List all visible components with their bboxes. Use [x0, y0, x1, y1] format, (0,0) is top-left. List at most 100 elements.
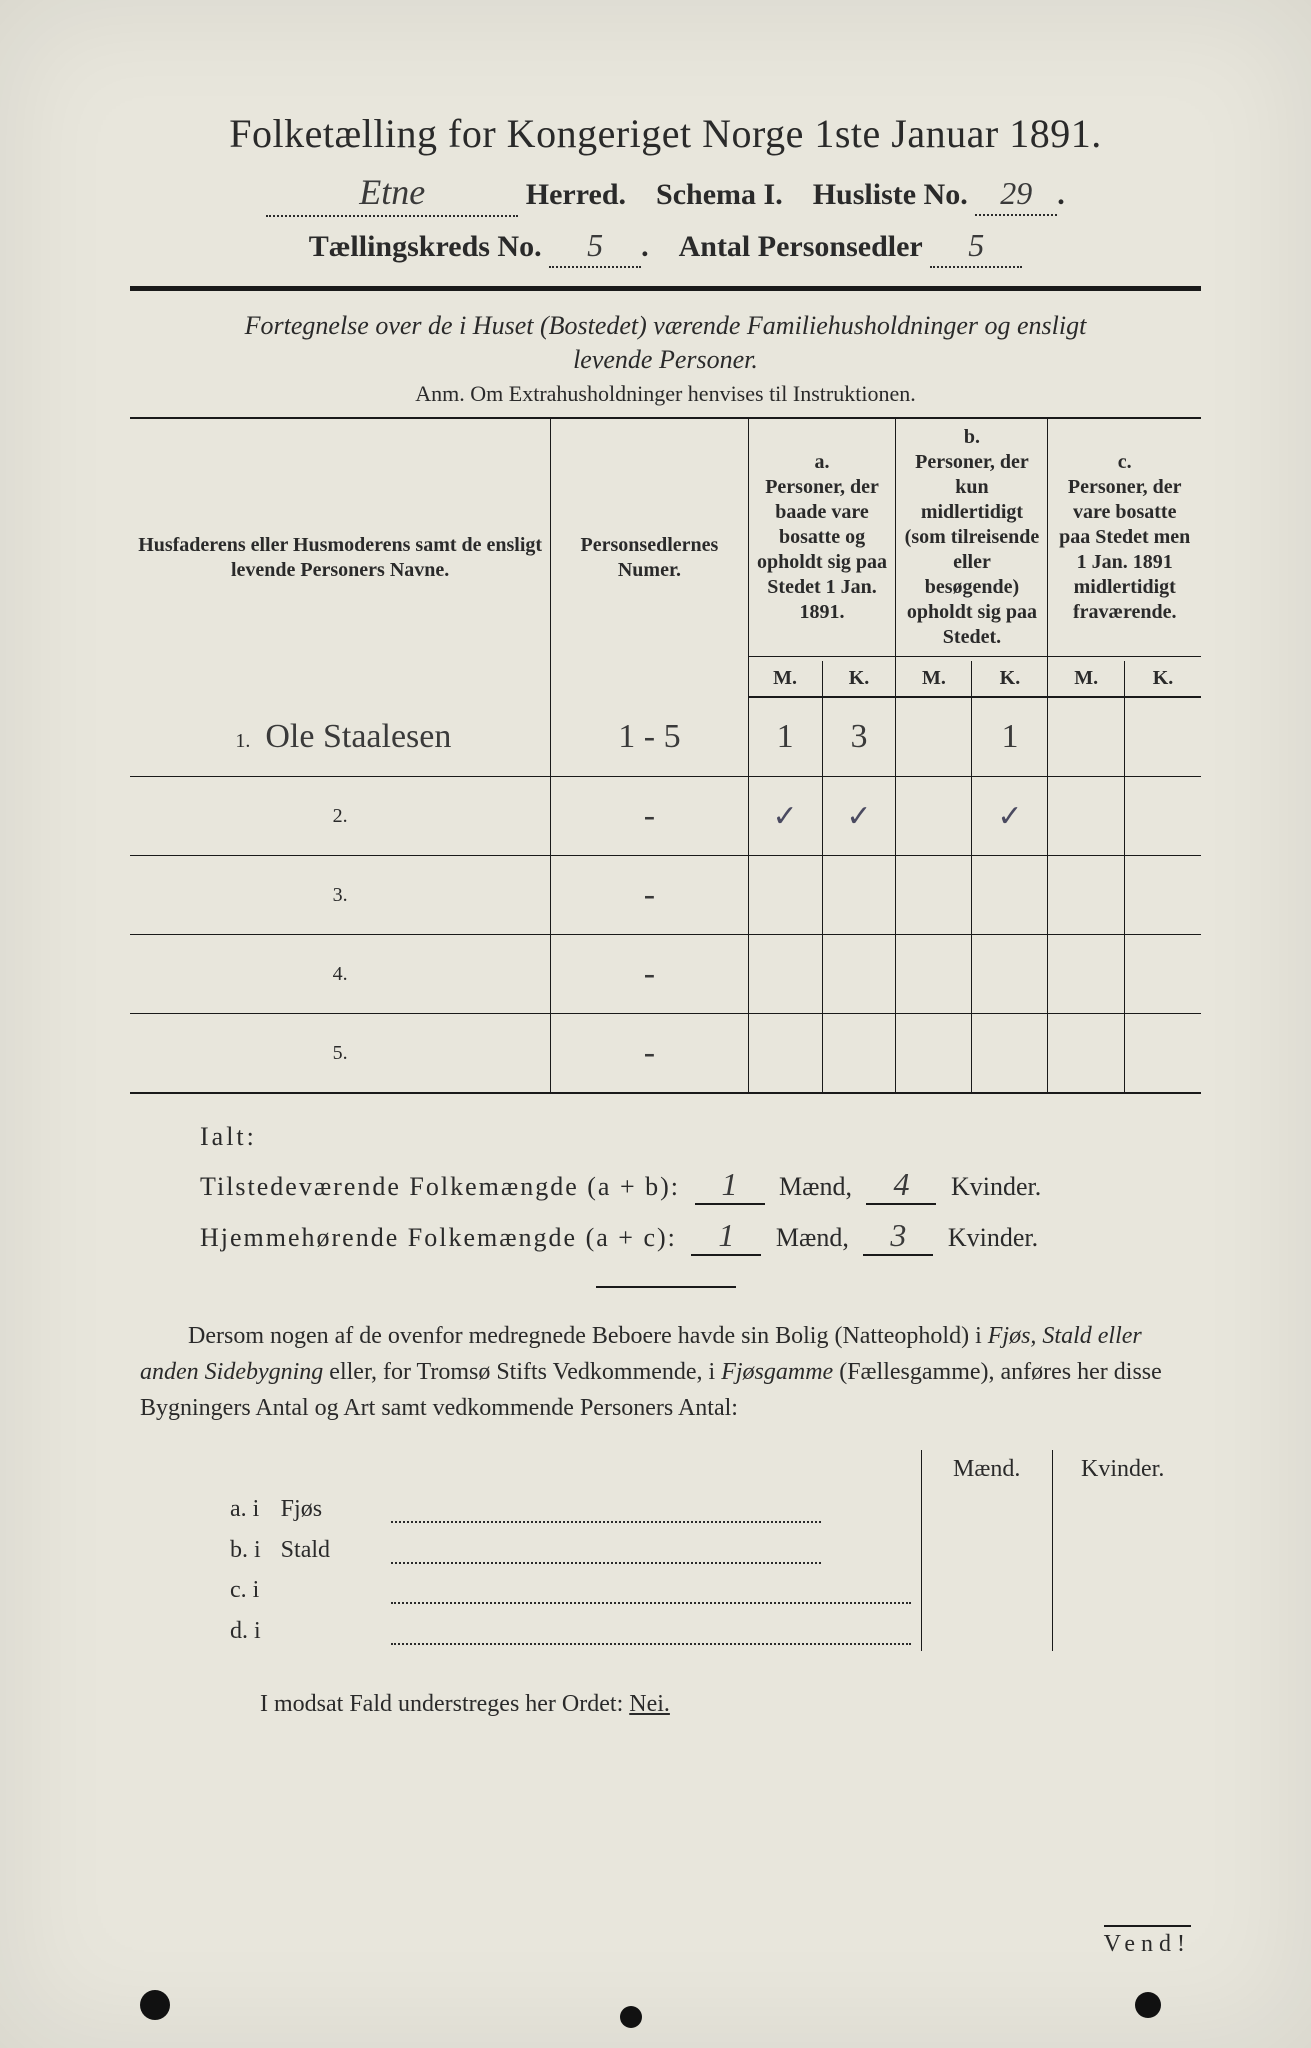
table-cell	[972, 935, 1048, 1014]
table-cell	[822, 935, 896, 1014]
table-cell	[1048, 777, 1125, 856]
table-cell	[822, 856, 896, 935]
table-cell: -	[551, 1014, 748, 1094]
bld-m	[921, 1529, 1052, 1569]
col-c-k: K.	[1124, 661, 1201, 697]
building-paragraph: Dersom nogen af de ovenfor medregnede Be…	[140, 1318, 1191, 1426]
building-row: a. iFjøs	[220, 1489, 1193, 1529]
col-header-a: a. Personer, der baade vare bosatte og o…	[748, 418, 896, 657]
row-name-cell: 5.	[130, 1014, 551, 1094]
table-cell	[972, 1014, 1048, 1094]
bld-dots	[381, 1489, 922, 1529]
table-cell	[1124, 856, 1201, 935]
check-icon	[846, 809, 871, 831]
col-c-m: M.	[1048, 661, 1125, 697]
present-k: 4	[893, 1166, 909, 1202]
bld-type: Fjøs	[271, 1489, 381, 1529]
household-table: Husfaderens eller Husmoderens samt de en…	[130, 417, 1201, 1094]
bld-kvinder: Kvinder.	[1052, 1450, 1193, 1489]
table-cell	[748, 856, 822, 935]
table-cell	[896, 935, 972, 1014]
husliste-value: 29	[1000, 175, 1032, 211]
nei-word: Nei.	[629, 1691, 670, 1717]
home-row: Hjemmehørende Folkemængde (a + c): 1 Mæn…	[200, 1217, 1201, 1256]
table-cell	[1048, 856, 1125, 935]
home-m: 1	[718, 1217, 734, 1253]
building-row: c. i	[220, 1570, 1193, 1610]
table-cell: -	[551, 935, 748, 1014]
table-cell	[748, 935, 822, 1014]
header-line-3: Tællingskreds No. 5. Antal Personsedler …	[130, 227, 1201, 268]
bld-k	[1052, 1529, 1193, 1569]
antal-value: 5	[968, 227, 984, 263]
ink-blot-icon	[140, 1990, 170, 2020]
table-cell	[896, 777, 972, 856]
table-cell: 1	[748, 697, 822, 777]
herred-label: Herred.	[526, 178, 626, 211]
bld-m	[921, 1570, 1052, 1610]
table-cell	[1124, 777, 1201, 856]
kreds-label: Tællingskreds No.	[309, 230, 542, 263]
table-row: 1. Ole Staalesen1 - 5131	[130, 697, 1201, 777]
bld-k	[1052, 1489, 1193, 1529]
antal-label: Antal Personsedler	[679, 230, 923, 263]
col-header-num: Personsedlernes Numer.	[551, 418, 748, 697]
table-cell	[748, 777, 822, 856]
table-cell: 1	[972, 697, 1048, 777]
table-cell	[972, 777, 1048, 856]
ialt-label: Ialt:	[200, 1122, 1201, 1152]
anm-note: Anm. Om Extrahusholdninger henvises til …	[130, 381, 1201, 407]
table-cell	[1048, 935, 1125, 1014]
table-cell	[896, 856, 972, 935]
bld-label: d. i	[220, 1610, 271, 1650]
bld-m	[921, 1610, 1052, 1650]
present-m: 1	[722, 1166, 738, 1202]
table-cell	[972, 856, 1048, 935]
check-icon	[772, 809, 797, 831]
rule-2	[596, 1286, 736, 1288]
bld-type: Stald	[271, 1529, 381, 1569]
subhead-1: Fortegnelse over de i Huset (Bostedet) v…	[130, 311, 1201, 341]
table-cell	[822, 777, 896, 856]
table-cell	[748, 1014, 822, 1094]
table-row: 2.-	[130, 777, 1201, 856]
table-cell	[1124, 697, 1201, 777]
bld-dots	[381, 1570, 922, 1610]
table-row: 3.-	[130, 856, 1201, 935]
bld-dots	[381, 1610, 922, 1650]
col-header-name: Husfaderens eller Husmoderens samt de en…	[130, 418, 551, 697]
table-cell: -	[551, 777, 748, 856]
table-cell	[822, 1014, 896, 1094]
row-name-cell: 4.	[130, 935, 551, 1014]
ink-blot-icon	[1135, 1992, 1161, 2018]
table-cell	[1048, 1014, 1125, 1094]
row-name-cell: 1. Ole Staalesen	[130, 697, 551, 777]
table-cell: 3	[822, 697, 896, 777]
husliste-label: Husliste No.	[813, 178, 968, 211]
bld-label: a. i	[220, 1489, 271, 1529]
bld-maend: Mænd.	[921, 1450, 1052, 1489]
vend-label: Vend!	[1104, 1925, 1191, 1958]
totals-block: Ialt: Tilstedeværende Folkemængde (a + b…	[200, 1122, 1201, 1256]
building-row: d. i	[220, 1610, 1193, 1650]
table-cell	[1124, 935, 1201, 1014]
bld-label: b. i	[220, 1529, 271, 1569]
herred-value: Etne	[359, 172, 425, 212]
col-b-m: M.	[896, 661, 972, 697]
building-row: b. iStald	[220, 1529, 1193, 1569]
schema-label: Schema I.	[656, 178, 783, 211]
kreds-value: 5	[587, 227, 603, 263]
census-form-page: Folketælling for Kongeriget Norge 1ste J…	[0, 0, 1311, 2048]
building-table: Mænd. Kvinder. a. iFjøsb. iStaldc. id. i	[220, 1450, 1193, 1651]
col-header-b: b. Personer, der kun midlertidigt (som t…	[896, 418, 1048, 657]
bld-k	[1052, 1570, 1193, 1610]
col-header-c: c. Personer, der vare bosatte paa Stedet…	[1048, 418, 1201, 657]
row-name-cell: 3.	[130, 856, 551, 935]
table-cell	[1124, 1014, 1201, 1094]
check-icon	[997, 809, 1022, 831]
table-row: 5.-	[130, 1014, 1201, 1094]
table-cell: 1 - 5	[551, 697, 748, 777]
bld-type	[271, 1610, 381, 1650]
table-cell: -	[551, 856, 748, 935]
row-name-cell: 2.	[130, 777, 551, 856]
